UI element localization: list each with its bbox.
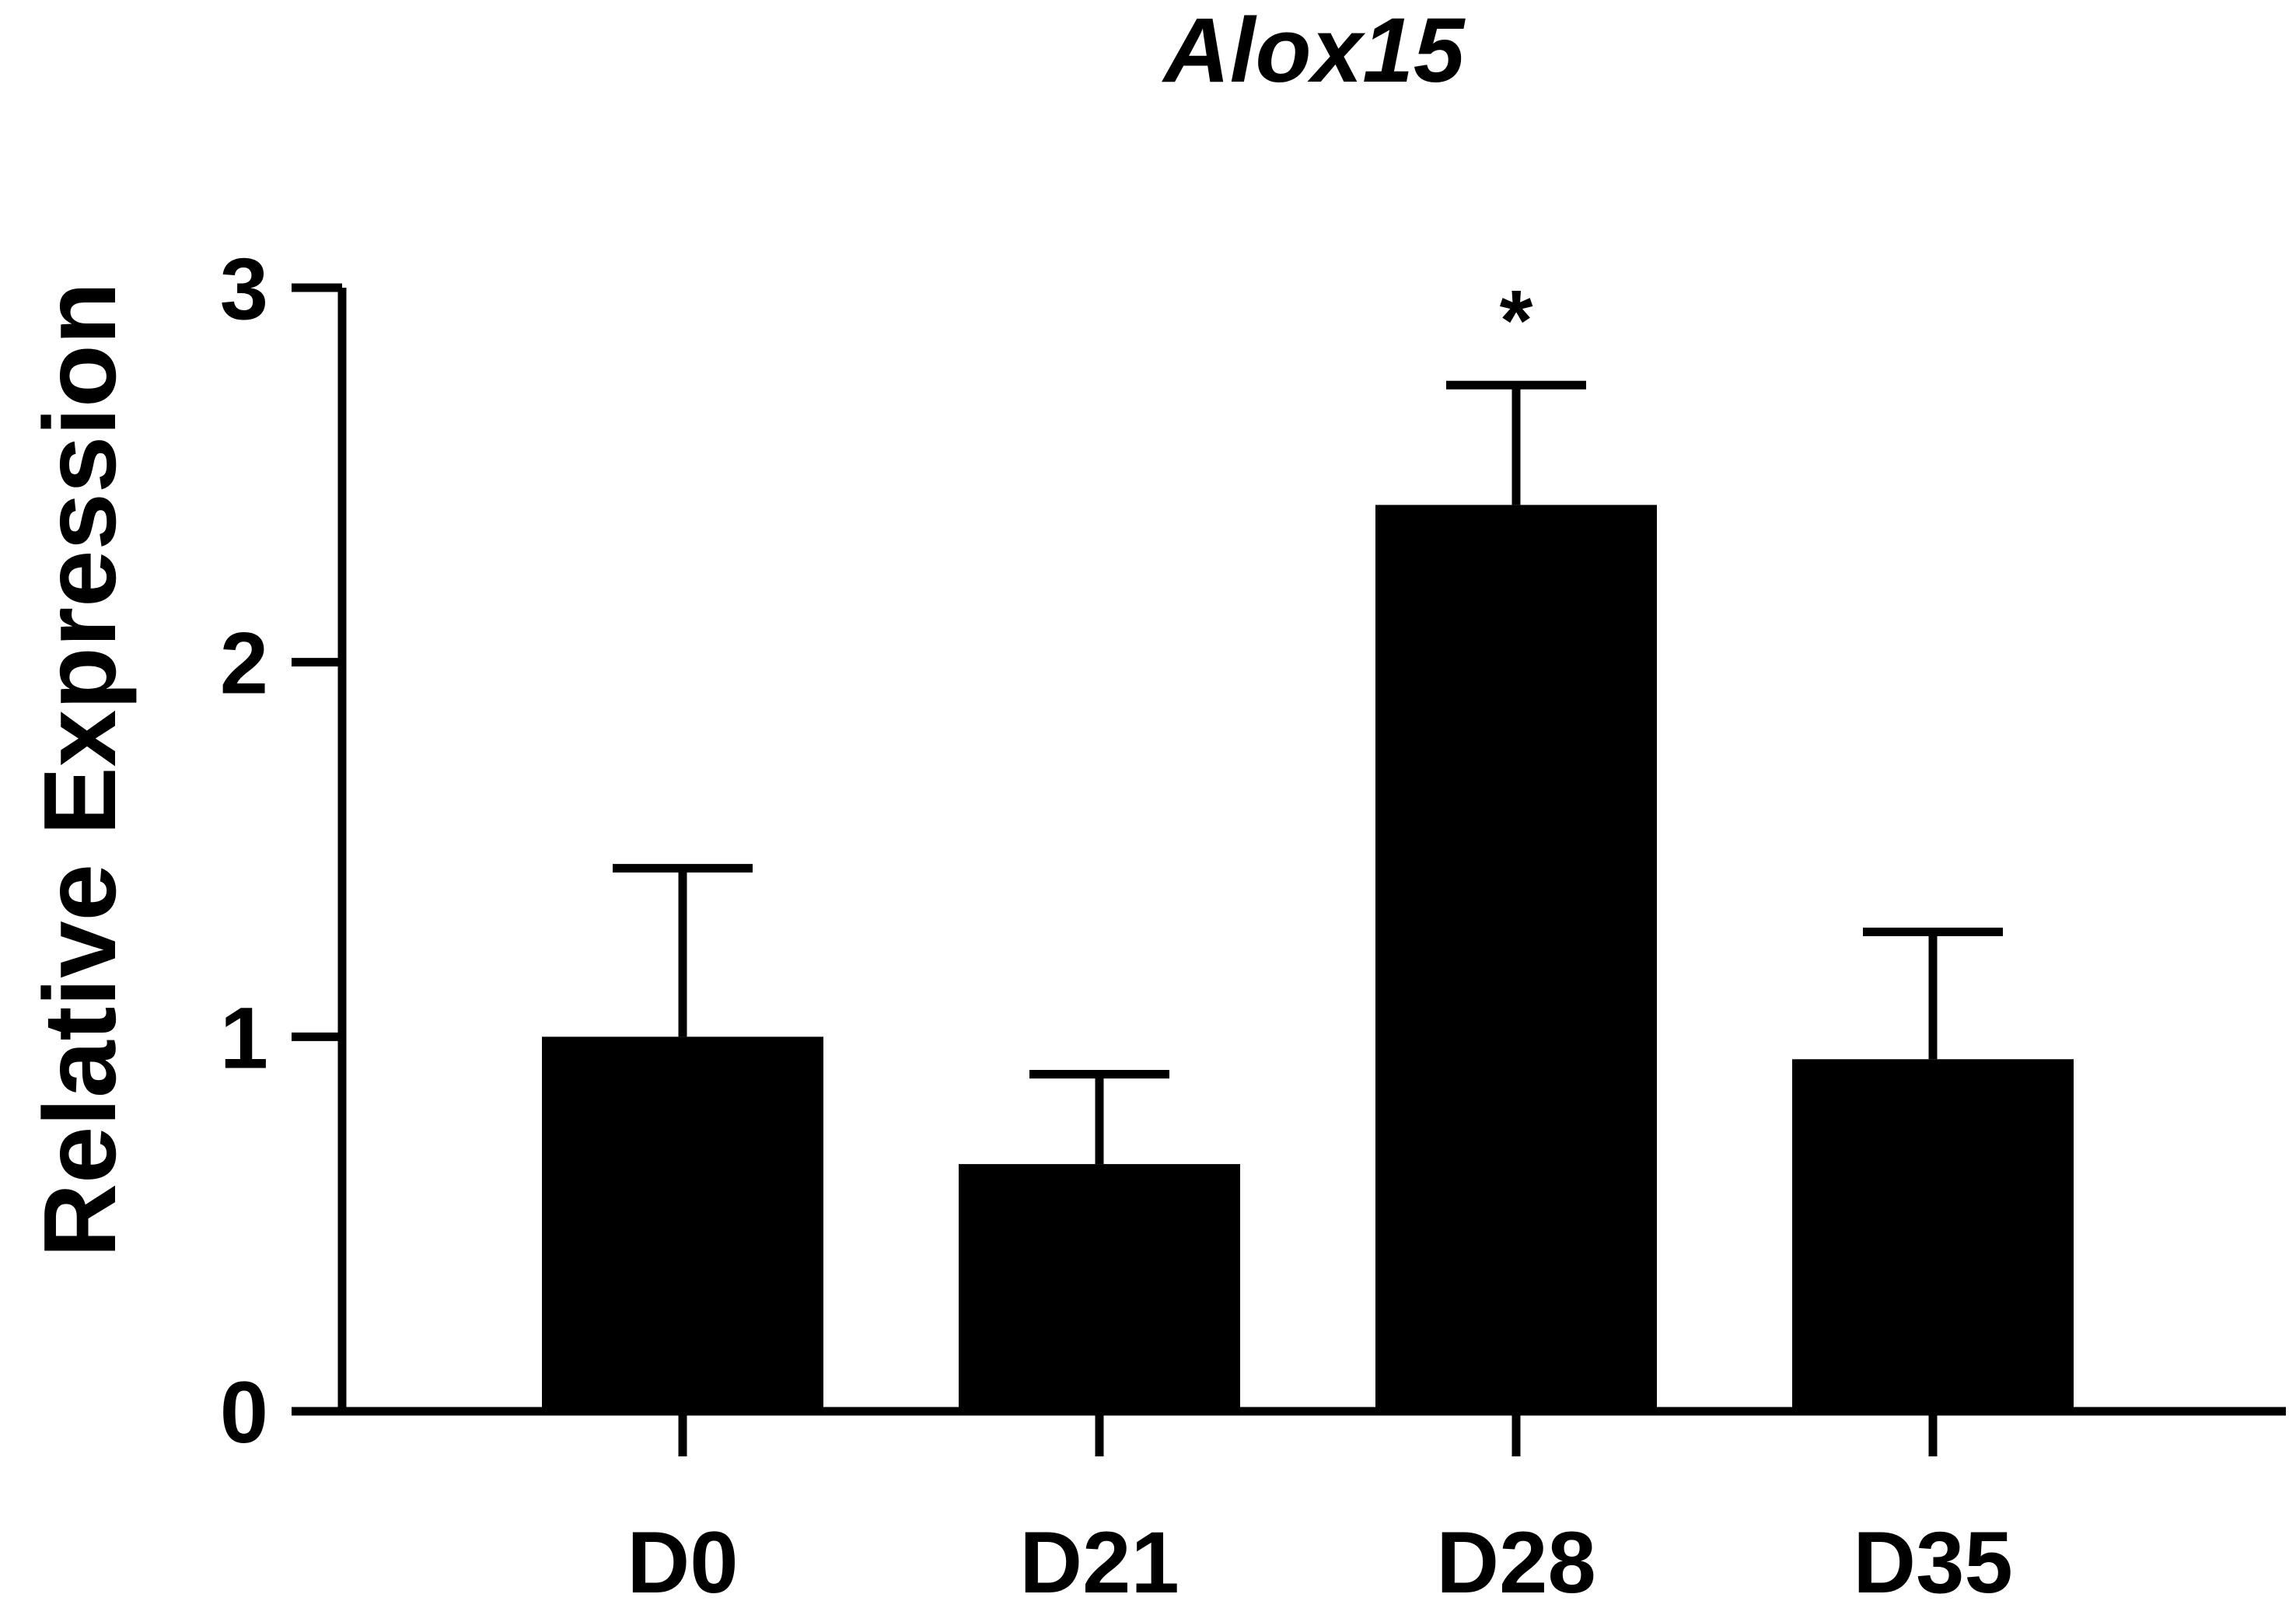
- bar-d28: [1375, 505, 1657, 1411]
- chart-title: Alox15: [1162, 0, 1466, 102]
- x-tick-label: D0: [627, 1514, 738, 1611]
- x-tick-label: D35: [1853, 1514, 2012, 1611]
- y-ticks: 0 1 2 3: [220, 240, 342, 1461]
- x-tick-label: D21: [1019, 1514, 1179, 1611]
- significance-marker: *: [1500, 273, 1533, 369]
- y-tick-label: 1: [220, 989, 268, 1086]
- y-tick-label: 3: [220, 240, 268, 337]
- bar-d0: [542, 1036, 823, 1411]
- y-axis-label: Relative Expression: [23, 282, 137, 1258]
- y-tick-label: 2: [220, 615, 268, 712]
- x-tick-label: D28: [1436, 1514, 1595, 1611]
- x-ticks: D0 D21 D28 D35: [627, 1411, 2013, 1611]
- bar-d21: [959, 1164, 1240, 1411]
- bars: *: [542, 273, 2074, 1411]
- bar-d35: [1792, 1059, 2074, 1411]
- y-tick-label: 0: [220, 1364, 268, 1461]
